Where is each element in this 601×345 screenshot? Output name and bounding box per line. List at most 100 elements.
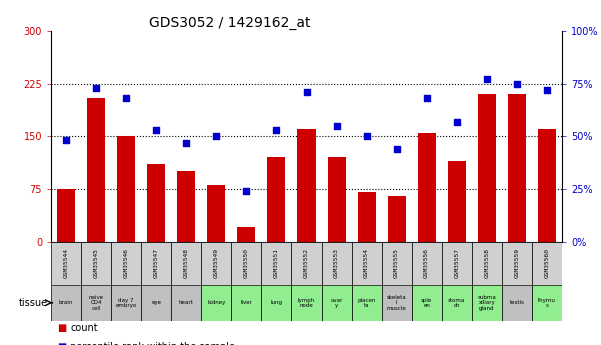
Point xyxy=(332,123,341,128)
Text: testis: testis xyxy=(510,300,524,305)
Bar xyxy=(111,285,141,321)
Bar xyxy=(382,285,412,321)
Bar xyxy=(141,285,171,321)
Text: brain: brain xyxy=(59,300,73,305)
Bar xyxy=(177,171,195,242)
Text: heart: heart xyxy=(179,300,194,305)
Bar xyxy=(352,285,382,321)
Text: GSM35545: GSM35545 xyxy=(94,248,99,278)
Point xyxy=(151,127,161,133)
Point xyxy=(542,87,552,93)
Bar xyxy=(147,164,165,242)
Text: tissue: tissue xyxy=(19,298,48,308)
Text: liver: liver xyxy=(240,300,252,305)
Bar xyxy=(328,157,346,241)
Text: placen
ta: placen ta xyxy=(358,297,376,308)
Point xyxy=(452,119,462,124)
Text: lymph
node: lymph node xyxy=(298,297,315,308)
Text: lung: lung xyxy=(270,300,282,305)
Text: GSM35552: GSM35552 xyxy=(304,248,309,278)
Bar xyxy=(352,241,382,285)
Bar xyxy=(291,241,322,285)
Bar xyxy=(171,241,201,285)
Bar xyxy=(418,133,436,242)
Point xyxy=(61,138,71,143)
Text: GSM35550: GSM35550 xyxy=(244,248,249,278)
Point xyxy=(212,134,221,139)
Bar xyxy=(267,157,285,241)
Bar xyxy=(322,241,352,285)
Point xyxy=(482,77,492,82)
Bar xyxy=(231,285,261,321)
Point xyxy=(272,127,281,133)
Bar xyxy=(322,285,352,321)
Point xyxy=(422,96,432,101)
Bar xyxy=(111,241,141,285)
Bar xyxy=(237,227,255,242)
Text: GSM35556: GSM35556 xyxy=(424,248,429,278)
Bar xyxy=(87,98,105,241)
Text: GSM35549: GSM35549 xyxy=(214,248,219,278)
Text: GSM35544: GSM35544 xyxy=(64,248,69,278)
Bar xyxy=(442,241,472,285)
Text: GSM35558: GSM35558 xyxy=(484,248,489,278)
Bar xyxy=(382,241,412,285)
Text: GSM35557: GSM35557 xyxy=(454,248,459,278)
Bar xyxy=(261,285,291,321)
Bar xyxy=(478,94,496,241)
Bar xyxy=(207,185,225,242)
Point xyxy=(362,134,371,139)
Point xyxy=(121,96,131,101)
Text: GSM35546: GSM35546 xyxy=(124,248,129,278)
Bar xyxy=(532,285,562,321)
Bar xyxy=(231,241,261,285)
Text: stoma
ch: stoma ch xyxy=(448,297,465,308)
Bar xyxy=(261,241,291,285)
Text: subma
xillary
gland: subma xillary gland xyxy=(477,295,496,310)
Text: skeleta
l
muscle: skeleta l muscle xyxy=(387,295,406,310)
Bar xyxy=(472,241,502,285)
Text: ■: ■ xyxy=(57,323,66,333)
Bar xyxy=(538,129,556,242)
Text: day 7
embryо: day 7 embryо xyxy=(115,297,137,308)
Bar xyxy=(51,285,81,321)
Text: ■: ■ xyxy=(57,342,66,345)
Bar xyxy=(201,285,231,321)
Point xyxy=(242,188,251,194)
Point xyxy=(91,85,101,91)
Bar xyxy=(448,161,466,242)
Bar xyxy=(291,285,322,321)
Bar xyxy=(442,285,472,321)
Bar xyxy=(502,241,532,285)
Bar xyxy=(358,193,376,242)
Text: GSM35560: GSM35560 xyxy=(545,248,549,278)
Text: GSM35555: GSM35555 xyxy=(394,248,399,278)
Bar xyxy=(81,241,111,285)
Text: GSM35553: GSM35553 xyxy=(334,248,339,278)
Text: ovar
y: ovar y xyxy=(331,297,343,308)
Point xyxy=(512,81,522,86)
Bar xyxy=(508,94,526,241)
Bar xyxy=(412,285,442,321)
Text: percentile rank within the sample: percentile rank within the sample xyxy=(70,342,236,345)
Text: GSM35548: GSM35548 xyxy=(184,248,189,278)
Text: thymu
s: thymu s xyxy=(538,297,556,308)
Text: kidney: kidney xyxy=(207,300,225,305)
Text: eye: eye xyxy=(151,300,161,305)
Bar xyxy=(57,189,75,241)
Bar xyxy=(472,285,502,321)
Bar xyxy=(141,241,171,285)
Bar xyxy=(388,196,406,241)
Text: GSM35547: GSM35547 xyxy=(154,248,159,278)
Bar xyxy=(297,129,316,242)
Text: sple
en: sple en xyxy=(421,297,432,308)
Bar xyxy=(532,241,562,285)
Point xyxy=(392,146,401,152)
Text: naive
CD4
cell: naive CD4 cell xyxy=(88,295,104,310)
Text: count: count xyxy=(70,323,98,333)
Bar xyxy=(171,285,201,321)
Text: GSM35551: GSM35551 xyxy=(274,248,279,278)
Bar xyxy=(412,241,442,285)
Text: GSM35559: GSM35559 xyxy=(514,248,519,278)
Bar xyxy=(81,285,111,321)
